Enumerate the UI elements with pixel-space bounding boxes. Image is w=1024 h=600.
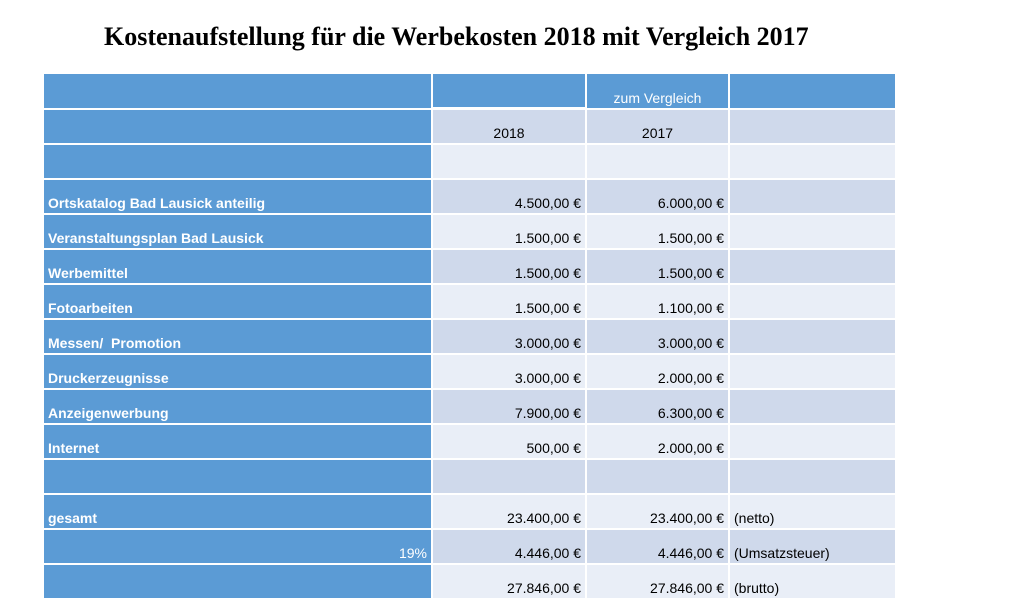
header-cell	[431, 72, 587, 110]
row-note	[728, 178, 897, 215]
value-2018: 500,00 €	[431, 423, 587, 460]
value-2018: 3.000,00 €	[431, 318, 587, 355]
label-cell	[42, 107, 433, 145]
page-title: Kostenaufstellung für die Werbekosten 20…	[104, 22, 809, 51]
comparison-label: zum Vergleich	[585, 72, 730, 110]
vat-row: 19% 4.446,00 € 4.446,00 € (Umsatzsteuer)	[42, 528, 897, 565]
total-net-2017: 23.400,00 €	[585, 493, 730, 530]
row-note	[728, 353, 897, 390]
value-2018: 7.900,00 €	[431, 388, 587, 425]
row-label: Fotoarbeiten	[42, 283, 433, 320]
value-2018: 3.000,00 €	[431, 353, 587, 390]
row-label: Anzeigenwerbung	[42, 388, 433, 425]
row-note	[728, 283, 897, 320]
row-label: Druckerzeugnisse	[42, 353, 433, 390]
vat-2018: 4.446,00 €	[431, 528, 587, 565]
table-header-row: zum Vergleich	[42, 72, 897, 110]
table-row: Messen/ Promotion 3.000,00 € 3.000,00 €	[42, 318, 897, 355]
header-cell	[42, 72, 433, 110]
vat-note: (Umsatzsteuer)	[728, 528, 897, 565]
value-2017: 2.000,00 €	[585, 353, 730, 390]
value-2017: 1.500,00 €	[585, 248, 730, 285]
table-row: Ortskatalog Bad Lausick anteilig 4.500,0…	[42, 178, 897, 215]
gross-note: (brutto)	[728, 563, 897, 600]
value-2017: 2.000,00 €	[585, 423, 730, 460]
table-row: Druckerzeugnisse 3.000,00 € 2.000,00 €	[42, 353, 897, 390]
year-row: 2018 2017	[42, 107, 897, 145]
row-label: Veranstaltungsplan Bad Lausick	[42, 213, 433, 250]
total-net-row: gesamt 23.400,00 € 23.400,00 € (netto)	[42, 493, 897, 530]
vat-label: 19%	[42, 528, 433, 565]
total-gross-row: 27.846,00 € 27.846,00 € (brutto)	[42, 563, 897, 600]
value-2017: 6.300,00 €	[585, 388, 730, 425]
gross-2018: 27.846,00 €	[431, 563, 587, 600]
cost-table: zum Vergleich 2018 2017 Ortskatalog Bad …	[42, 72, 897, 600]
row-note	[728, 248, 897, 285]
table-row: Anzeigenwerbung 7.900,00 € 6.300,00 €	[42, 388, 897, 425]
empty-row	[42, 458, 897, 495]
value-2017: 3.000,00 €	[585, 318, 730, 355]
value-2018: 1.500,00 €	[431, 283, 587, 320]
empty-row	[42, 143, 897, 180]
row-label: Ortskatalog Bad Lausick anteilig	[42, 178, 433, 215]
total-net-2018: 23.400,00 €	[431, 493, 587, 530]
table-row: Internet 500,00 € 2.000,00 €	[42, 423, 897, 460]
total-net-note: (netto)	[728, 493, 897, 530]
row-label: Messen/ Promotion	[42, 318, 433, 355]
table-row: Veranstaltungsplan Bad Lausick 1.500,00 …	[42, 213, 897, 250]
table-row: Werbemittel 1.500,00 € 1.500,00 €	[42, 248, 897, 285]
value-2018: 4.500,00 €	[431, 178, 587, 215]
total-label: gesamt	[42, 493, 433, 530]
row-note	[728, 388, 897, 425]
year-2018: 2018	[431, 107, 587, 145]
row-note	[728, 318, 897, 355]
table-row: Fotoarbeiten 1.500,00 € 1.100,00 €	[42, 283, 897, 320]
header-cell	[728, 72, 897, 110]
row-label: Internet	[42, 423, 433, 460]
value-2017: 6.000,00 €	[585, 178, 730, 215]
value-2017: 1.100,00 €	[585, 283, 730, 320]
gross-2017: 27.846,00 €	[585, 563, 730, 600]
year-2017: 2017	[585, 107, 730, 145]
value-2018: 1.500,00 €	[431, 213, 587, 250]
note-cell	[728, 107, 897, 145]
gross-label	[42, 563, 433, 600]
row-label: Werbemittel	[42, 248, 433, 285]
row-note	[728, 213, 897, 250]
row-note	[728, 423, 897, 460]
value-2017: 1.500,00 €	[585, 213, 730, 250]
value-2018: 1.500,00 €	[431, 248, 587, 285]
vat-2017: 4.446,00 €	[585, 528, 730, 565]
